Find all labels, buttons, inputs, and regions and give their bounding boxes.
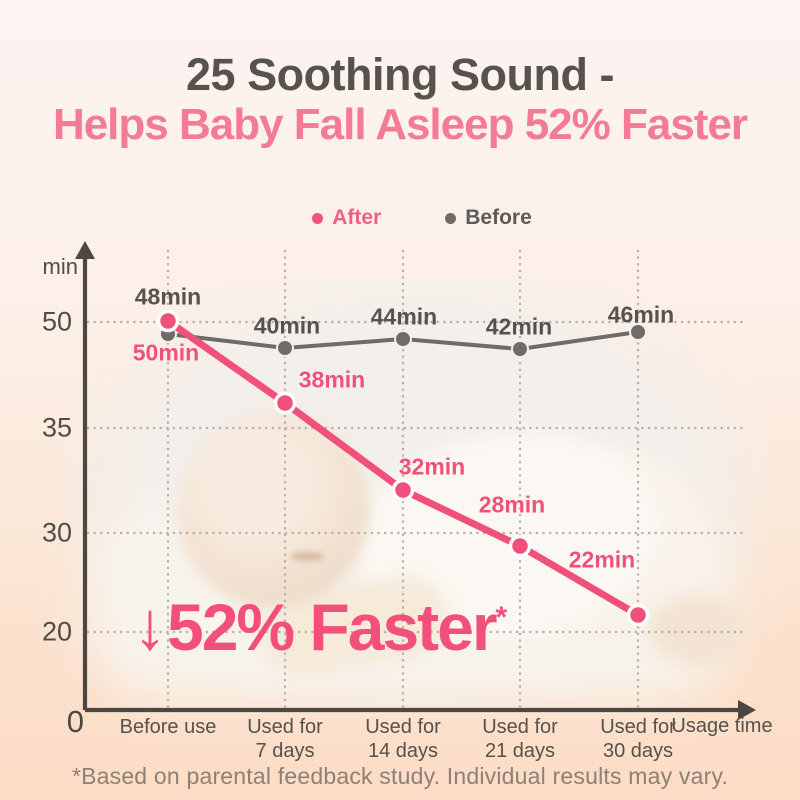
legend-item-before: Before [445,206,532,230]
x-tick-label-3: Used for 21 days [482,716,558,762]
x-tick-label-0: Before use [119,716,217,738]
title-line-1: 25 Soothing Sound - [186,49,614,100]
chart-legend: After Before [22,206,800,230]
y-axis-unit-label: min [42,254,78,279]
point-label-before-2: 44min [370,303,438,330]
x-axis-arrow-icon [738,700,756,720]
data-point-before-4 [629,323,647,341]
y-tick-label-3: 20 [41,616,72,647]
data-point-after-0 [156,309,180,333]
y-tick-label-1: 35 [41,412,72,443]
baby-foot [650,595,745,665]
point-label-after-2: 32min [398,453,466,480]
point-label-after-4: 22min [568,546,636,573]
data-point-after-2 [391,478,415,502]
origin-label: 0 [66,704,84,739]
sleeping-baby-photo [65,280,765,710]
legend-label-before: Before [465,206,532,229]
annotation-asterisk: * [495,601,508,634]
data-point-after-1 [273,391,297,415]
x-axis-title: Usage time [671,715,773,737]
footnote: *Based on parental feedback study. Indiv… [71,763,729,789]
point-label-before-3: 42min [485,313,553,340]
down-arrow-icon: ↓ [133,588,167,664]
point-label-after-0: 50min [132,339,200,366]
legend-label-after: After [332,206,382,229]
data-point-after-3 [508,534,532,558]
before-series-dot-icon [445,212,457,224]
data-point-before-1 [276,339,294,357]
faster-annotation-text: 52% Faster [167,590,498,664]
x-tick-label-1: Used for 7 days [247,716,323,762]
title-line-2: Helps Baby Fall Asleep 52% Faster [52,100,748,149]
baby-eye [290,552,324,561]
y-tick-label-0: 50 [41,306,72,337]
after-series-dot-icon [312,212,324,224]
point-label-after-1: 38min [298,366,366,393]
faster-annotation: ↓ 52% Faster * [133,588,508,665]
data-point-before-2 [394,330,412,348]
point-label-after-3: 28min [478,491,546,518]
y-tick-label-2: 30 [41,517,72,548]
x-tick-label-2: Used for 14 days [365,716,441,762]
x-tick-label-4: Used for 30 days [600,716,676,762]
y-axis-arrow-icon [75,241,95,259]
point-label-before-0: 48min [134,283,202,310]
legend-item-after: After [312,206,381,230]
point-label-before-4: 46min [607,301,675,328]
data-point-before-3 [511,340,529,358]
point-label-before-1: 40min [253,312,321,339]
data-point-after-4 [626,603,650,627]
